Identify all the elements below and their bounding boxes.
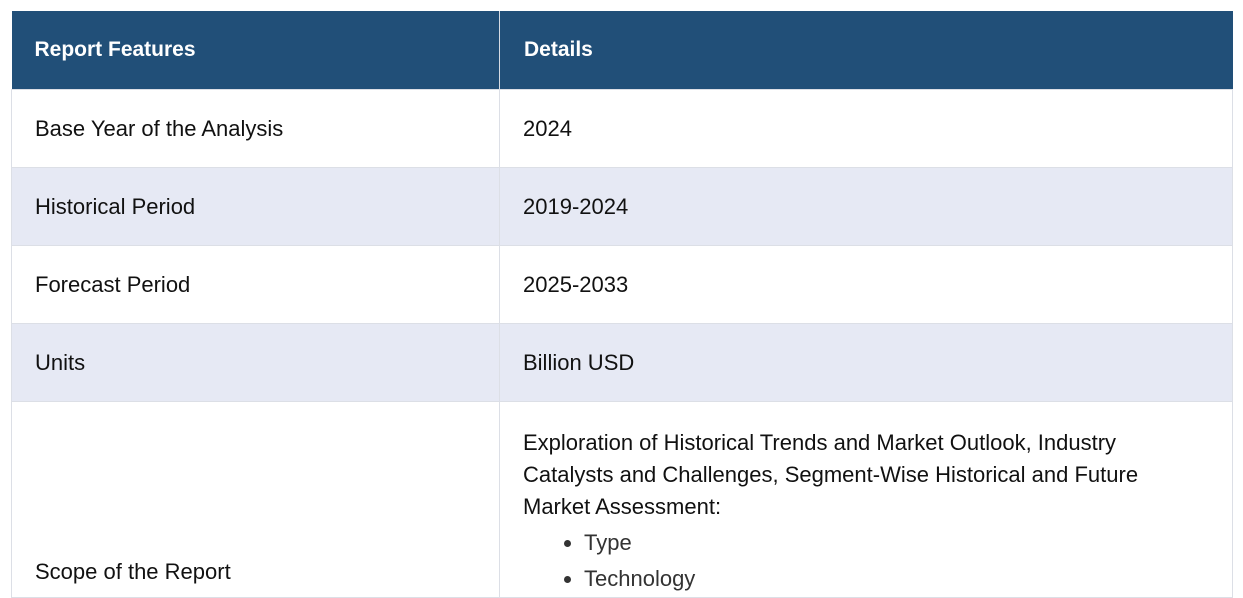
table-row-scope: Scope of the Report Exploration of Histo… — [11, 401, 1233, 598]
scope-intro-text: Exploration of Historical Trends and Mar… — [523, 430, 1139, 519]
row-detail-forecast-period: 2025-2033 — [499, 245, 1233, 324]
scope-list-item-type: Type — [584, 525, 1172, 561]
scope-list-item-technology: Technology — [584, 561, 1172, 597]
column-header-report-features: Report Features — [11, 11, 500, 90]
row-feature-scope: Scope of the Report — [11, 401, 500, 598]
scope-list: Type Technology — [523, 525, 1172, 597]
row-feature-forecast-period: Forecast Period — [11, 245, 500, 324]
column-header-details: Details — [499, 11, 1233, 90]
row-detail-units: Billion USD — [499, 323, 1233, 402]
table-row: Historical Period 2019-2024 — [11, 167, 1233, 246]
row-feature-base-year: Base Year of the Analysis — [11, 89, 500, 168]
table-header-row: Report Features Details — [11, 11, 1233, 90]
row-detail-scope: Exploration of Historical Trends and Mar… — [499, 401, 1233, 598]
row-detail-historical-period: 2019-2024 — [499, 167, 1233, 246]
row-feature-units: Units — [11, 323, 500, 402]
table-row: Base Year of the Analysis 2024 — [11, 89, 1233, 168]
row-detail-base-year: 2024 — [499, 89, 1233, 168]
table-row: Units Billion USD — [11, 323, 1233, 402]
table-row: Forecast Period 2025-2033 — [11, 245, 1233, 324]
report-features-table: Report Features Details Base Year of the… — [11, 11, 1233, 598]
row-feature-historical-period: Historical Period — [11, 167, 500, 246]
